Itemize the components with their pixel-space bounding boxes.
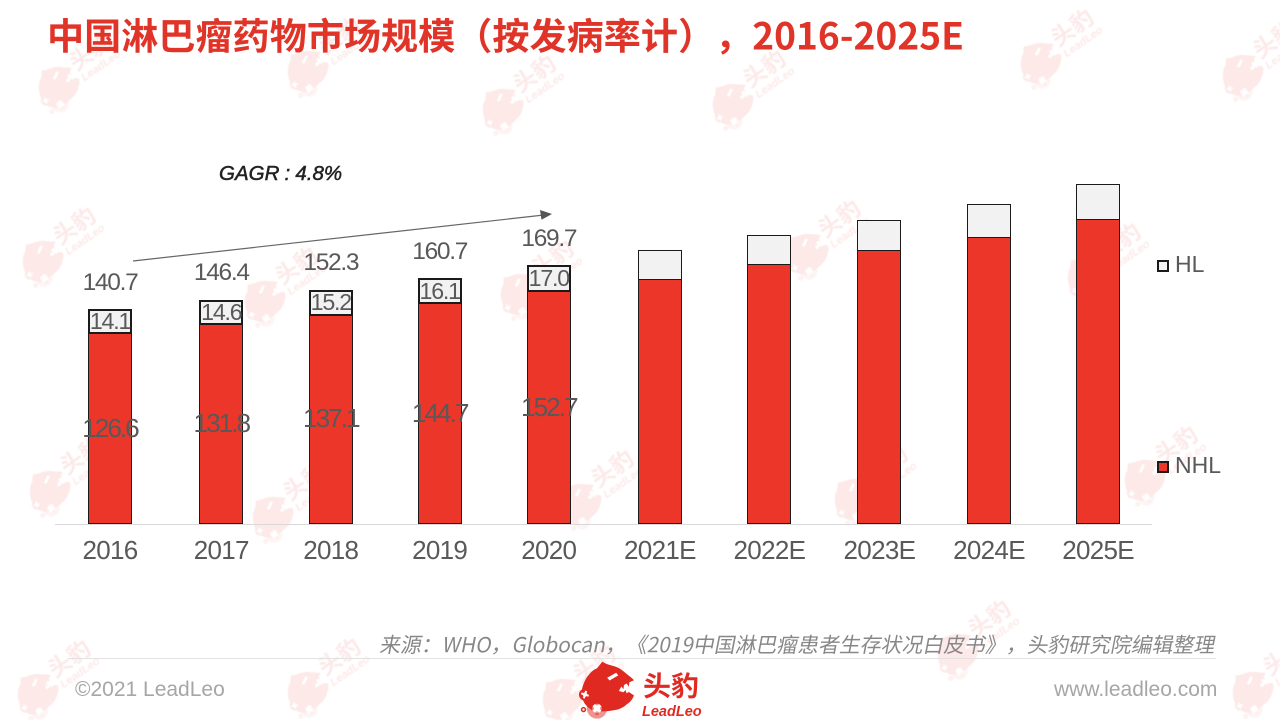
svg-text:LeadLeo: LeadLeo <box>642 704 702 720</box>
